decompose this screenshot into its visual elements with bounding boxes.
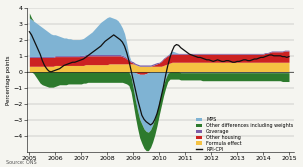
Y-axis label: Percentage points: Percentage points: [5, 55, 11, 105]
Text: Source: ONS: Source: ONS: [6, 160, 37, 165]
Legend: MPS, Other differences including weights, Coverage, Other housing, Formula effec: MPS, Other differences including weights…: [195, 116, 295, 153]
